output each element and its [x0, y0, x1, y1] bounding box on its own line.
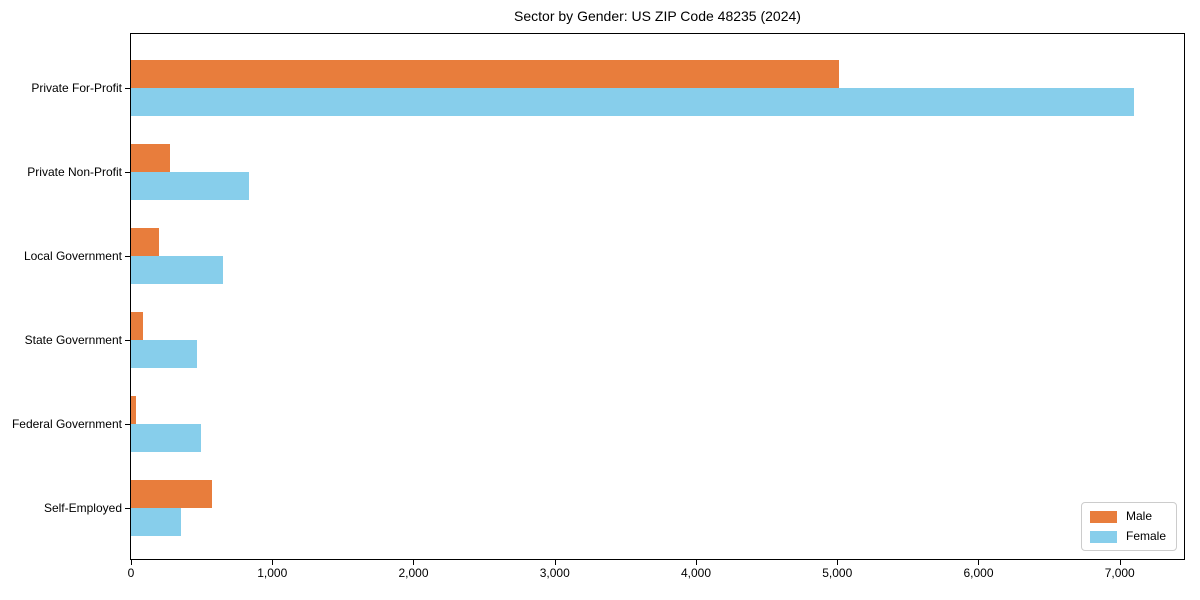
- x-tick-label: 3,000: [539, 566, 570, 580]
- bar-male: [131, 144, 170, 172]
- bar-male: [131, 60, 839, 88]
- bar-female: [131, 340, 197, 368]
- bar-male: [131, 312, 143, 340]
- x-tick: [1119, 560, 1121, 565]
- bar-male: [131, 228, 159, 256]
- legend: Male Female: [1080, 502, 1177, 551]
- bar-male: [131, 396, 136, 424]
- x-tick-label: 1,000: [257, 566, 288, 580]
- x-tick-label: 6,000: [963, 566, 994, 580]
- y-tick: [125, 172, 130, 173]
- bar-female: [131, 508, 181, 536]
- x-tick: [695, 560, 697, 565]
- y-tick: [125, 424, 130, 425]
- legend-item-male: Male: [1089, 509, 1166, 523]
- x-tick-label: 5,000: [822, 566, 853, 580]
- plot-area: Male Female: [130, 33, 1185, 560]
- category-label: Private Non-Profit: [27, 165, 122, 179]
- x-tick: [554, 560, 556, 565]
- x-tick-label: 0: [127, 566, 135, 580]
- category-label: Federal Government: [11, 417, 122, 431]
- x-tick: [413, 560, 415, 565]
- category-label: Local Government: [23, 249, 122, 263]
- x-tick-label: 7,000: [1104, 566, 1135, 580]
- y-tick: [125, 256, 130, 257]
- legend-swatch-female: [1089, 530, 1117, 543]
- x-tick: [272, 560, 274, 565]
- bar-female: [131, 88, 1134, 116]
- legend-label: Female: [1125, 529, 1166, 543]
- category-label: Private For-Profit: [31, 81, 122, 95]
- category-label: State Government: [24, 333, 122, 347]
- x-tick: [978, 560, 980, 565]
- y-tick: [125, 340, 130, 341]
- x-tick: [837, 560, 839, 565]
- x-tick: [131, 560, 132, 565]
- bar-female: [131, 172, 249, 200]
- category-label: Self-Employed: [43, 501, 122, 515]
- bar-female: [131, 256, 223, 284]
- x-tick-label: 4,000: [680, 566, 711, 580]
- y-tick: [125, 508, 130, 509]
- x-tick-label: 2,000: [398, 566, 429, 580]
- legend-item-female: Female: [1089, 529, 1166, 543]
- legend-label: Male: [1125, 509, 1152, 523]
- legend-swatch-male: [1089, 510, 1117, 523]
- bar-male: [131, 480, 212, 508]
- chart-title: Sector by Gender: US ZIP Code 48235 (202…: [514, 8, 801, 24]
- bar-female: [131, 424, 201, 452]
- y-tick: [125, 88, 130, 89]
